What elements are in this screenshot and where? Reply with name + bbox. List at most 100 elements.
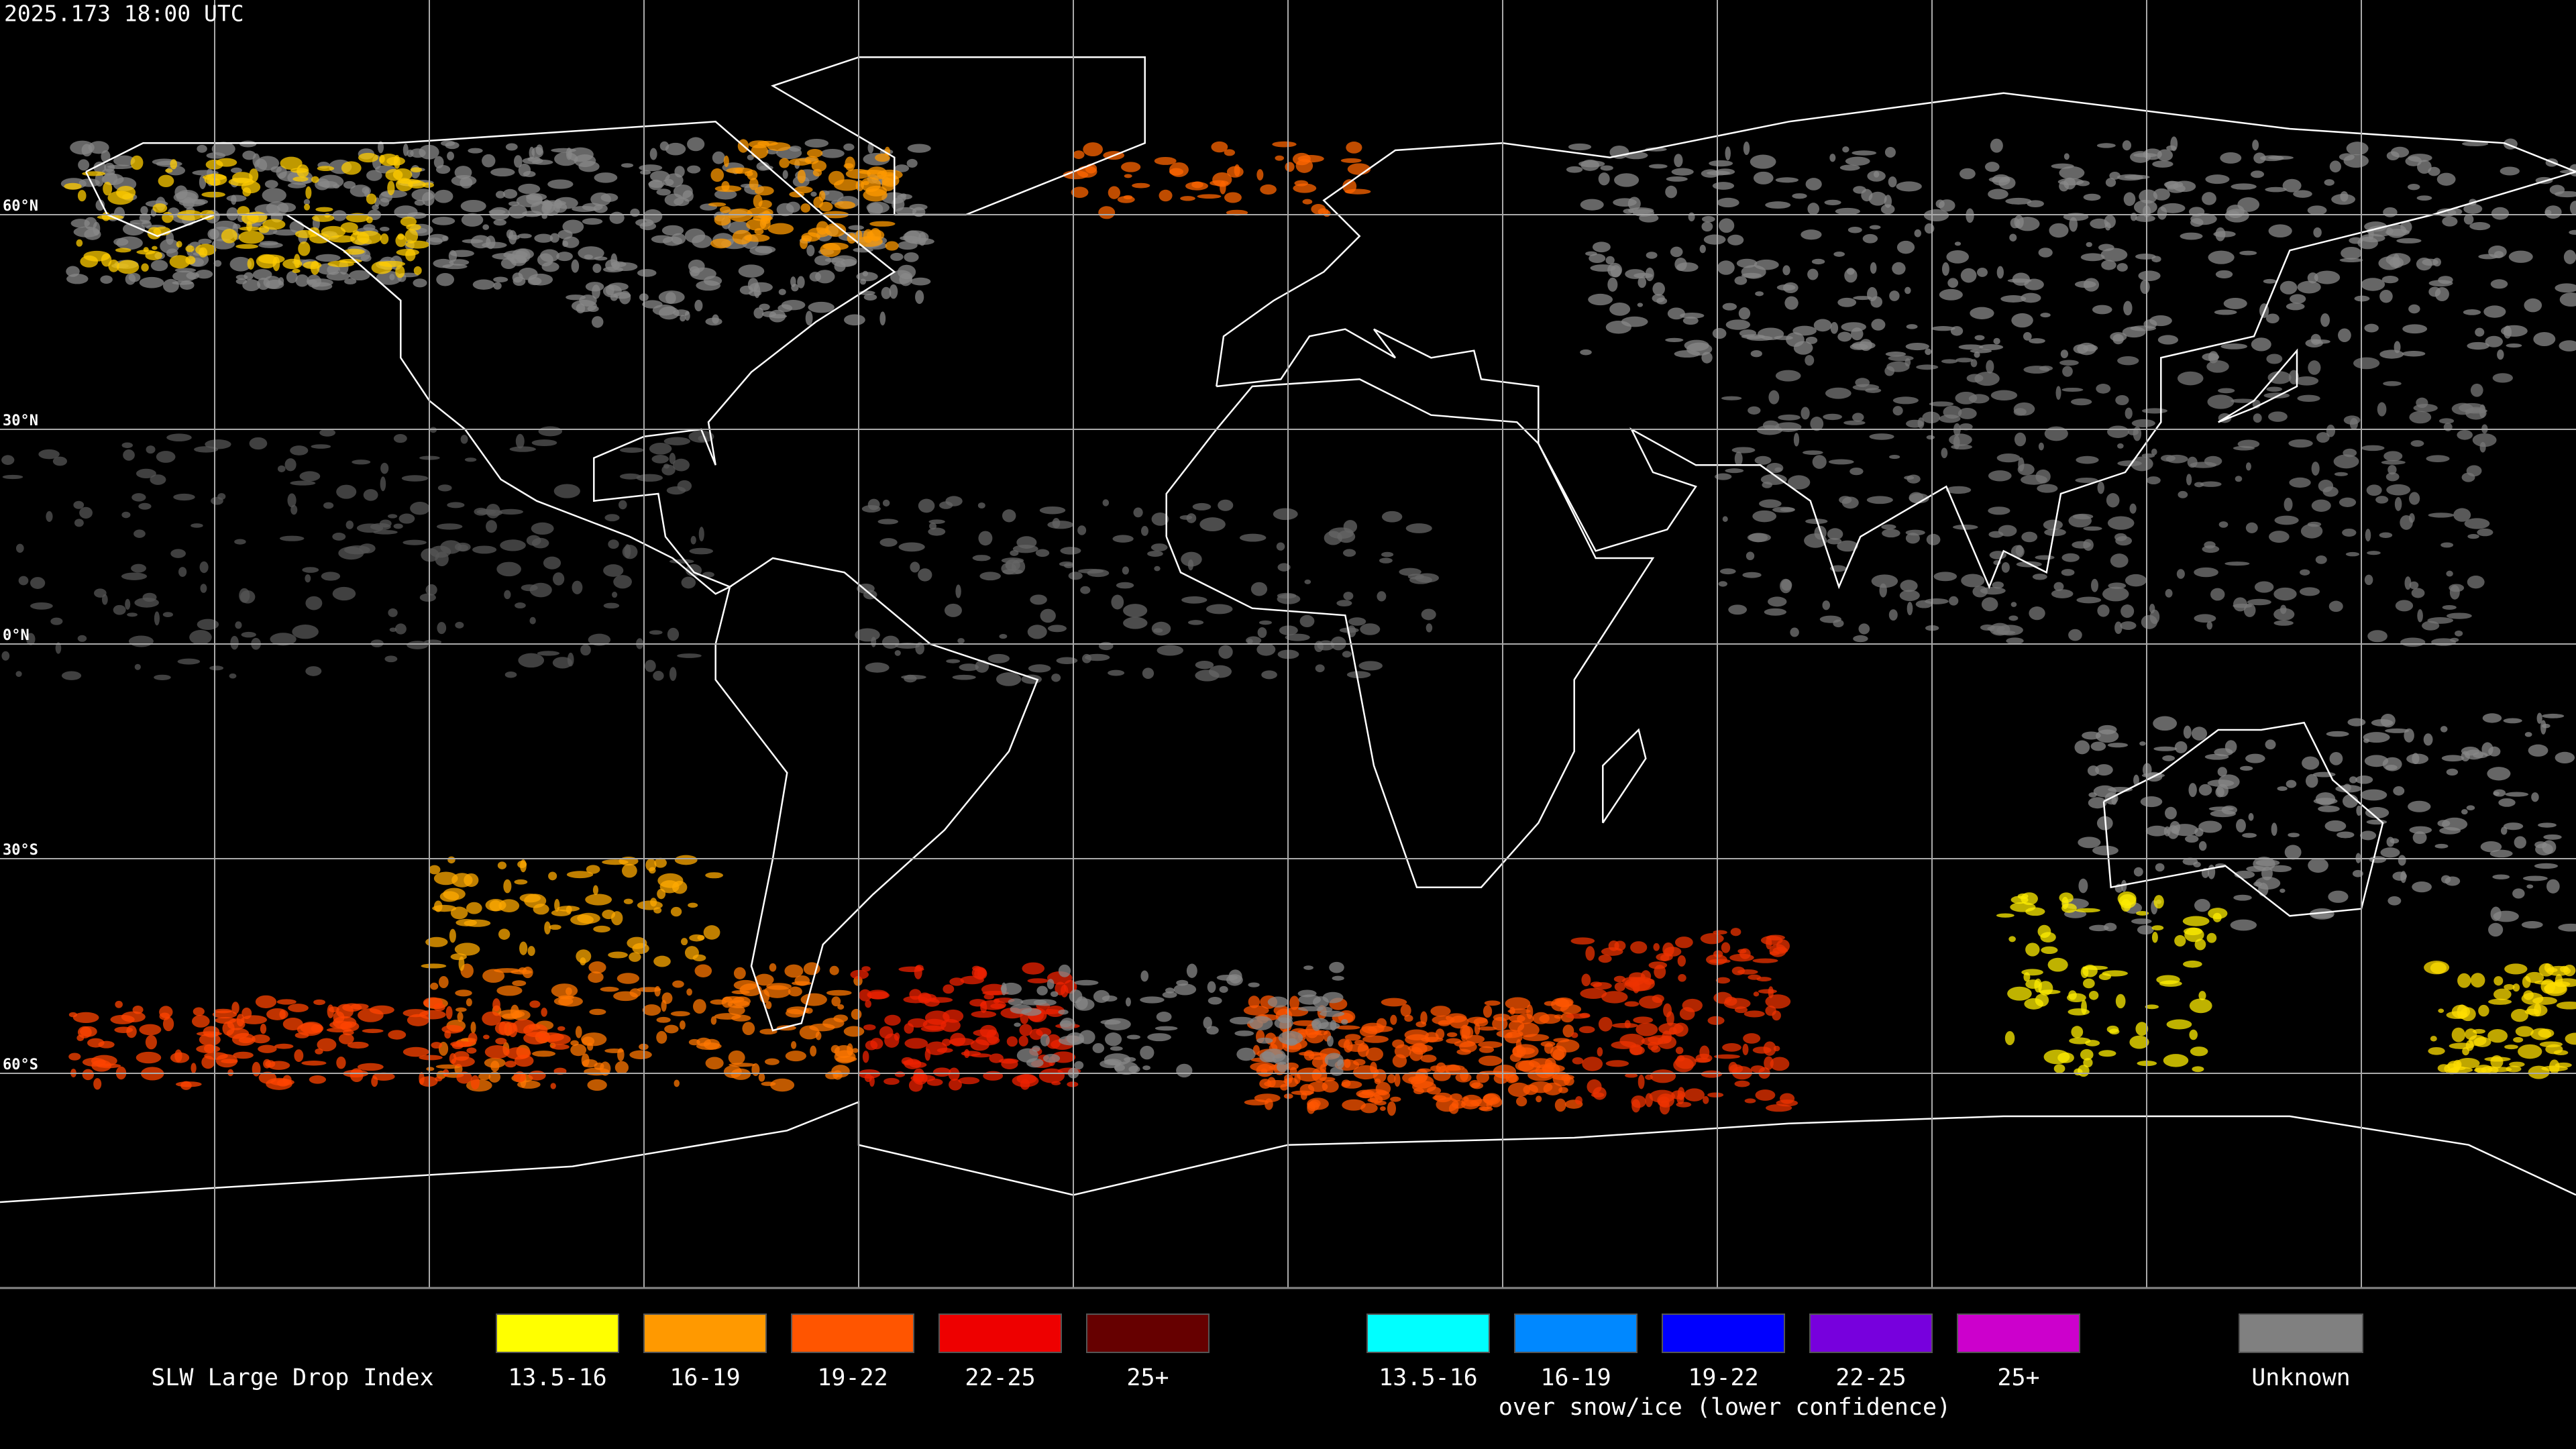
speckle bbox=[2183, 927, 2202, 936]
speckle bbox=[738, 264, 765, 278]
speckle bbox=[2206, 360, 2229, 373]
speckle bbox=[2135, 215, 2155, 222]
speckle bbox=[1030, 594, 1047, 605]
speckle bbox=[1079, 1030, 1095, 1044]
speckle bbox=[474, 507, 488, 516]
speckle bbox=[2337, 831, 2355, 839]
speckle bbox=[2021, 969, 2043, 976]
speckle bbox=[928, 519, 945, 524]
speckle bbox=[513, 1071, 527, 1083]
speckle bbox=[654, 857, 667, 868]
speckle bbox=[1715, 977, 1731, 984]
speckle bbox=[1114, 1064, 1126, 1071]
speckle bbox=[855, 180, 864, 192]
speckle bbox=[1988, 506, 2010, 515]
speckle bbox=[170, 159, 178, 170]
speckle bbox=[201, 191, 225, 198]
speckle bbox=[2563, 965, 2576, 977]
speckle bbox=[1823, 413, 1843, 421]
speckle bbox=[2266, 354, 2283, 364]
speckle bbox=[140, 206, 148, 215]
speckle bbox=[121, 511, 131, 519]
speckle bbox=[1470, 1099, 1494, 1107]
speckle bbox=[755, 246, 776, 254]
speckle bbox=[1562, 1024, 1574, 1038]
speckle bbox=[265, 1060, 276, 1068]
speckle bbox=[2405, 156, 2422, 166]
speckle bbox=[2194, 614, 2216, 623]
speckle bbox=[1051, 674, 1061, 682]
speckle bbox=[2206, 932, 2217, 943]
speckle bbox=[2215, 270, 2233, 279]
speckle bbox=[366, 193, 377, 205]
speckle bbox=[1346, 142, 1362, 154]
speckle bbox=[1265, 1098, 1273, 1110]
speckle bbox=[1734, 276, 1748, 285]
speckle bbox=[825, 1071, 839, 1079]
speckle bbox=[230, 167, 242, 174]
speckle bbox=[2314, 270, 2341, 284]
speckle bbox=[1274, 1017, 1293, 1029]
speckle bbox=[434, 189, 453, 203]
speckle bbox=[1805, 178, 1822, 191]
speckle bbox=[493, 282, 502, 290]
speckle bbox=[319, 429, 336, 437]
speckle bbox=[504, 671, 517, 678]
speckle bbox=[495, 1037, 507, 1045]
speckle bbox=[2524, 298, 2542, 313]
speckle bbox=[1142, 1065, 1150, 1071]
speckle bbox=[2493, 976, 2504, 986]
speckle bbox=[2493, 910, 2519, 922]
speckle bbox=[2083, 278, 2100, 292]
speckle bbox=[1755, 291, 1764, 297]
speckle bbox=[1381, 511, 1403, 523]
speckle bbox=[270, 1079, 294, 1086]
speckle bbox=[537, 253, 553, 267]
speckle bbox=[630, 208, 640, 217]
speckle bbox=[407, 641, 429, 649]
speckle bbox=[2387, 465, 2397, 475]
speckle bbox=[958, 1077, 980, 1085]
speckle bbox=[449, 1053, 457, 1065]
speckle bbox=[185, 256, 196, 265]
speckle bbox=[2239, 765, 2253, 771]
speckle bbox=[551, 983, 578, 998]
speckle bbox=[1717, 260, 1735, 275]
speckle bbox=[2169, 820, 2181, 834]
speckle bbox=[1590, 981, 1603, 987]
speckle bbox=[2174, 741, 2188, 753]
speckle bbox=[749, 178, 759, 191]
speckle bbox=[1925, 348, 1932, 356]
speckle bbox=[2061, 569, 2075, 576]
speckle bbox=[2245, 462, 2251, 471]
speckle bbox=[2263, 278, 2277, 284]
speckle bbox=[1420, 1011, 1428, 1025]
speckle bbox=[294, 1032, 309, 1038]
speckle bbox=[2343, 415, 2361, 425]
legend-swatch bbox=[1809, 1313, 1933, 1353]
speckle bbox=[165, 168, 173, 173]
speckle bbox=[1297, 989, 1317, 998]
speckle bbox=[2160, 454, 2176, 462]
speckle bbox=[1715, 473, 1732, 480]
speckle bbox=[209, 665, 224, 671]
speckle bbox=[850, 969, 869, 979]
speckle bbox=[104, 162, 115, 172]
speckle bbox=[468, 1032, 478, 1044]
speckle bbox=[553, 484, 580, 498]
speckle bbox=[680, 938, 688, 946]
speckle bbox=[1123, 616, 1148, 629]
speckle bbox=[1229, 1016, 1254, 1025]
speckle bbox=[1077, 525, 1087, 535]
speckle bbox=[1722, 303, 1737, 311]
speckle bbox=[256, 156, 280, 171]
speckle bbox=[557, 906, 580, 912]
speckle bbox=[1953, 435, 1960, 449]
speckle bbox=[530, 201, 555, 215]
speckle bbox=[2565, 1032, 2576, 1045]
speckle bbox=[751, 144, 769, 159]
speckle bbox=[1731, 447, 1756, 453]
speckle bbox=[2385, 764, 2398, 771]
speckle bbox=[30, 602, 53, 610]
speckle bbox=[686, 988, 692, 996]
